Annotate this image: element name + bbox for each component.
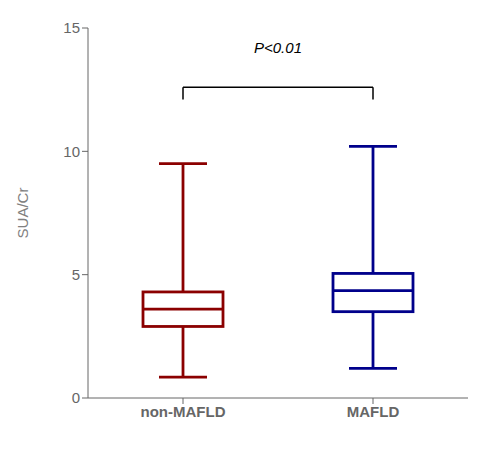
svg-text:SUA/Cr: SUA/Cr bbox=[14, 188, 31, 239]
svg-text:non-MAFLD: non-MAFLD bbox=[141, 403, 226, 420]
svg-text:MAFLD: MAFLD bbox=[347, 403, 400, 420]
svg-text:P<0.01: P<0.01 bbox=[254, 39, 302, 56]
svg-text:10: 10 bbox=[63, 143, 80, 160]
svg-text:0: 0 bbox=[72, 389, 80, 406]
svg-text:15: 15 bbox=[63, 19, 80, 36]
svg-text:5: 5 bbox=[72, 266, 80, 283]
